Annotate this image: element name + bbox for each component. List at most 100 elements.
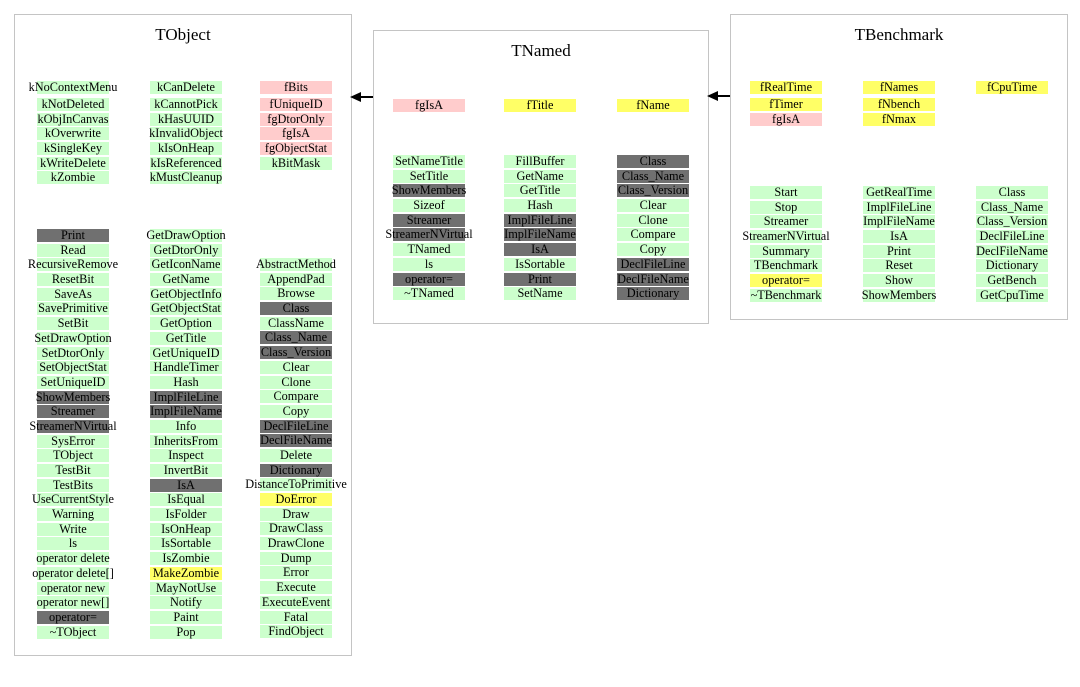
- method-cell[interactable]: RecursiveRemove: [27, 257, 119, 272]
- method-cell[interactable]: IsOnHeap: [150, 522, 222, 536]
- method-cell[interactable]: Streamer: [393, 213, 465, 227]
- method-cell[interactable]: Paint: [150, 610, 222, 624]
- method-cell[interactable]: Copy: [260, 404, 332, 418]
- method-cell[interactable]: operator=: [393, 272, 465, 286]
- method-cell[interactable]: Info: [150, 419, 222, 433]
- member-cell[interactable]: kNotDeleted: [37, 98, 109, 111]
- method-cell[interactable]: MakeZombie: [150, 566, 222, 580]
- method-cell[interactable]: ~TObject: [37, 625, 109, 639]
- method-cell[interactable]: Clear: [260, 360, 332, 374]
- method-cell[interactable]: Start: [750, 186, 822, 199]
- method-cell[interactable]: DrawClass: [260, 522, 332, 536]
- method-cell[interactable]: TNamed: [393, 243, 465, 257]
- method-cell[interactable]: ResetBit: [37, 273, 109, 287]
- method-cell[interactable]: ImplFileLine: [504, 213, 576, 227]
- method-cell[interactable]: Reset: [863, 259, 935, 273]
- method-cell[interactable]: Class_Name: [976, 200, 1048, 214]
- method-cell[interactable]: ShowMembers: [391, 183, 467, 198]
- member-cell[interactable]: kCannotPick: [150, 98, 222, 111]
- member-cell[interactable]: fNbench: [863, 98, 935, 111]
- method-cell[interactable]: Hash: [150, 375, 222, 389]
- member-cell[interactable]: fgDtorOnly: [260, 112, 332, 126]
- method-cell[interactable]: operator delete: [36, 551, 110, 566]
- method-cell[interactable]: GetDtorOnly: [150, 243, 222, 257]
- method-cell[interactable]: InvertBit: [150, 464, 222, 477]
- method-cell[interactable]: Class_Version: [617, 183, 689, 198]
- method-cell[interactable]: Show: [863, 274, 935, 288]
- method-cell[interactable]: Stop: [750, 200, 822, 214]
- method-cell[interactable]: Notify: [150, 596, 222, 610]
- method-cell[interactable]: IsZombie: [150, 552, 222, 566]
- method-cell[interactable]: Read: [37, 243, 109, 257]
- method-cell[interactable]: DoError: [260, 493, 332, 506]
- method-cell[interactable]: TestBits: [37, 478, 109, 492]
- member-cell[interactable]: kOverwrite: [37, 127, 109, 141]
- method-cell[interactable]: Clear: [617, 199, 689, 213]
- method-cell[interactable]: TestBit: [37, 464, 109, 477]
- method-cell[interactable]: AppendPad: [260, 272, 332, 286]
- member-cell[interactable]: kObjInCanvas: [37, 111, 109, 126]
- method-cell[interactable]: Print: [863, 244, 935, 258]
- member-cell[interactable]: kCanDelete: [150, 81, 222, 94]
- method-cell[interactable]: DeclFileName: [976, 243, 1048, 258]
- method-cell[interactable]: ImplFileLine: [150, 390, 222, 404]
- method-cell[interactable]: Delete: [260, 448, 332, 462]
- method-cell[interactable]: TBenchmark: [750, 259, 822, 273]
- method-cell[interactable]: AbstractMethod: [256, 257, 336, 271]
- method-cell[interactable]: DistanceToPrimitive: [245, 477, 347, 492]
- method-cell[interactable]: Error: [260, 566, 332, 580]
- method-cell[interactable]: SetNameTitle: [393, 155, 465, 168]
- method-cell[interactable]: IsSortable: [504, 257, 576, 271]
- member-cell[interactable]: kWriteDelete: [37, 156, 109, 170]
- method-cell[interactable]: Print: [37, 229, 109, 242]
- method-cell[interactable]: FindObject: [260, 625, 332, 639]
- method-cell[interactable]: ls: [393, 257, 465, 271]
- method-cell[interactable]: IsFolder: [150, 508, 222, 522]
- method-cell[interactable]: Dictionary: [617, 287, 689, 301]
- method-cell[interactable]: ~TNamed: [393, 287, 465, 301]
- member-cell[interactable]: fNames: [863, 81, 935, 94]
- method-cell[interactable]: Draw: [260, 507, 332, 521]
- method-cell[interactable]: GetTitle: [504, 184, 576, 198]
- method-cell[interactable]: SetTitle: [393, 169, 465, 183]
- method-cell[interactable]: Class: [976, 186, 1048, 199]
- method-cell[interactable]: Fatal: [260, 610, 332, 624]
- method-cell[interactable]: Class_Version: [976, 214, 1048, 229]
- member-cell[interactable]: kIsReferenced: [150, 155, 222, 170]
- method-cell[interactable]: GetName: [150, 273, 222, 287]
- method-cell[interactable]: Compare: [617, 228, 689, 242]
- method-cell[interactable]: IsA: [863, 230, 935, 244]
- member-cell[interactable]: kZombie: [37, 171, 109, 185]
- method-cell[interactable]: TObject: [37, 449, 109, 463]
- member-cell[interactable]: fBits: [260, 81, 332, 94]
- method-cell[interactable]: operator=: [37, 610, 109, 624]
- method-cell[interactable]: IsEqual: [150, 493, 222, 507]
- method-cell[interactable]: ShowMembers: [35, 389, 111, 404]
- method-cell[interactable]: GetObjectStat: [150, 301, 222, 316]
- method-cell[interactable]: ClassName: [260, 316, 332, 330]
- member-cell[interactable]: fCpuTime: [976, 81, 1048, 94]
- method-cell[interactable]: DeclFileName: [617, 271, 689, 286]
- method-cell[interactable]: Warning: [37, 508, 109, 522]
- method-cell[interactable]: SetUniqueID: [37, 375, 109, 389]
- method-cell[interactable]: operator delete[]: [32, 565, 114, 580]
- method-cell[interactable]: Dump: [260, 551, 332, 565]
- method-cell[interactable]: ~TBenchmark: [750, 287, 822, 302]
- member-cell[interactable]: fTimer: [750, 98, 822, 111]
- method-cell[interactable]: InheritsFrom: [150, 434, 222, 448]
- method-cell[interactable]: SavePrimitive: [37, 301, 109, 316]
- member-cell[interactable]: kHasUUID: [150, 112, 222, 126]
- method-cell[interactable]: Hash: [504, 199, 576, 213]
- method-cell[interactable]: GetTitle: [150, 331, 222, 345]
- method-cell[interactable]: ImplFileLine: [863, 200, 935, 214]
- member-cell[interactable]: kBitMask: [260, 156, 332, 170]
- method-cell[interactable]: ImplFileName: [150, 404, 222, 419]
- method-cell[interactable]: ShowMembers: [861, 287, 937, 302]
- method-cell[interactable]: Pop: [150, 625, 222, 639]
- member-cell[interactable]: fgIsA: [750, 112, 822, 126]
- method-cell[interactable]: GetCpuTime: [976, 288, 1048, 302]
- method-cell[interactable]: SetDtorOnly: [37, 346, 109, 360]
- method-cell[interactable]: GetDrawOption: [146, 228, 226, 242]
- method-cell[interactable]: Class_Name: [260, 331, 332, 345]
- member-cell[interactable]: fgObjectStat: [260, 142, 332, 156]
